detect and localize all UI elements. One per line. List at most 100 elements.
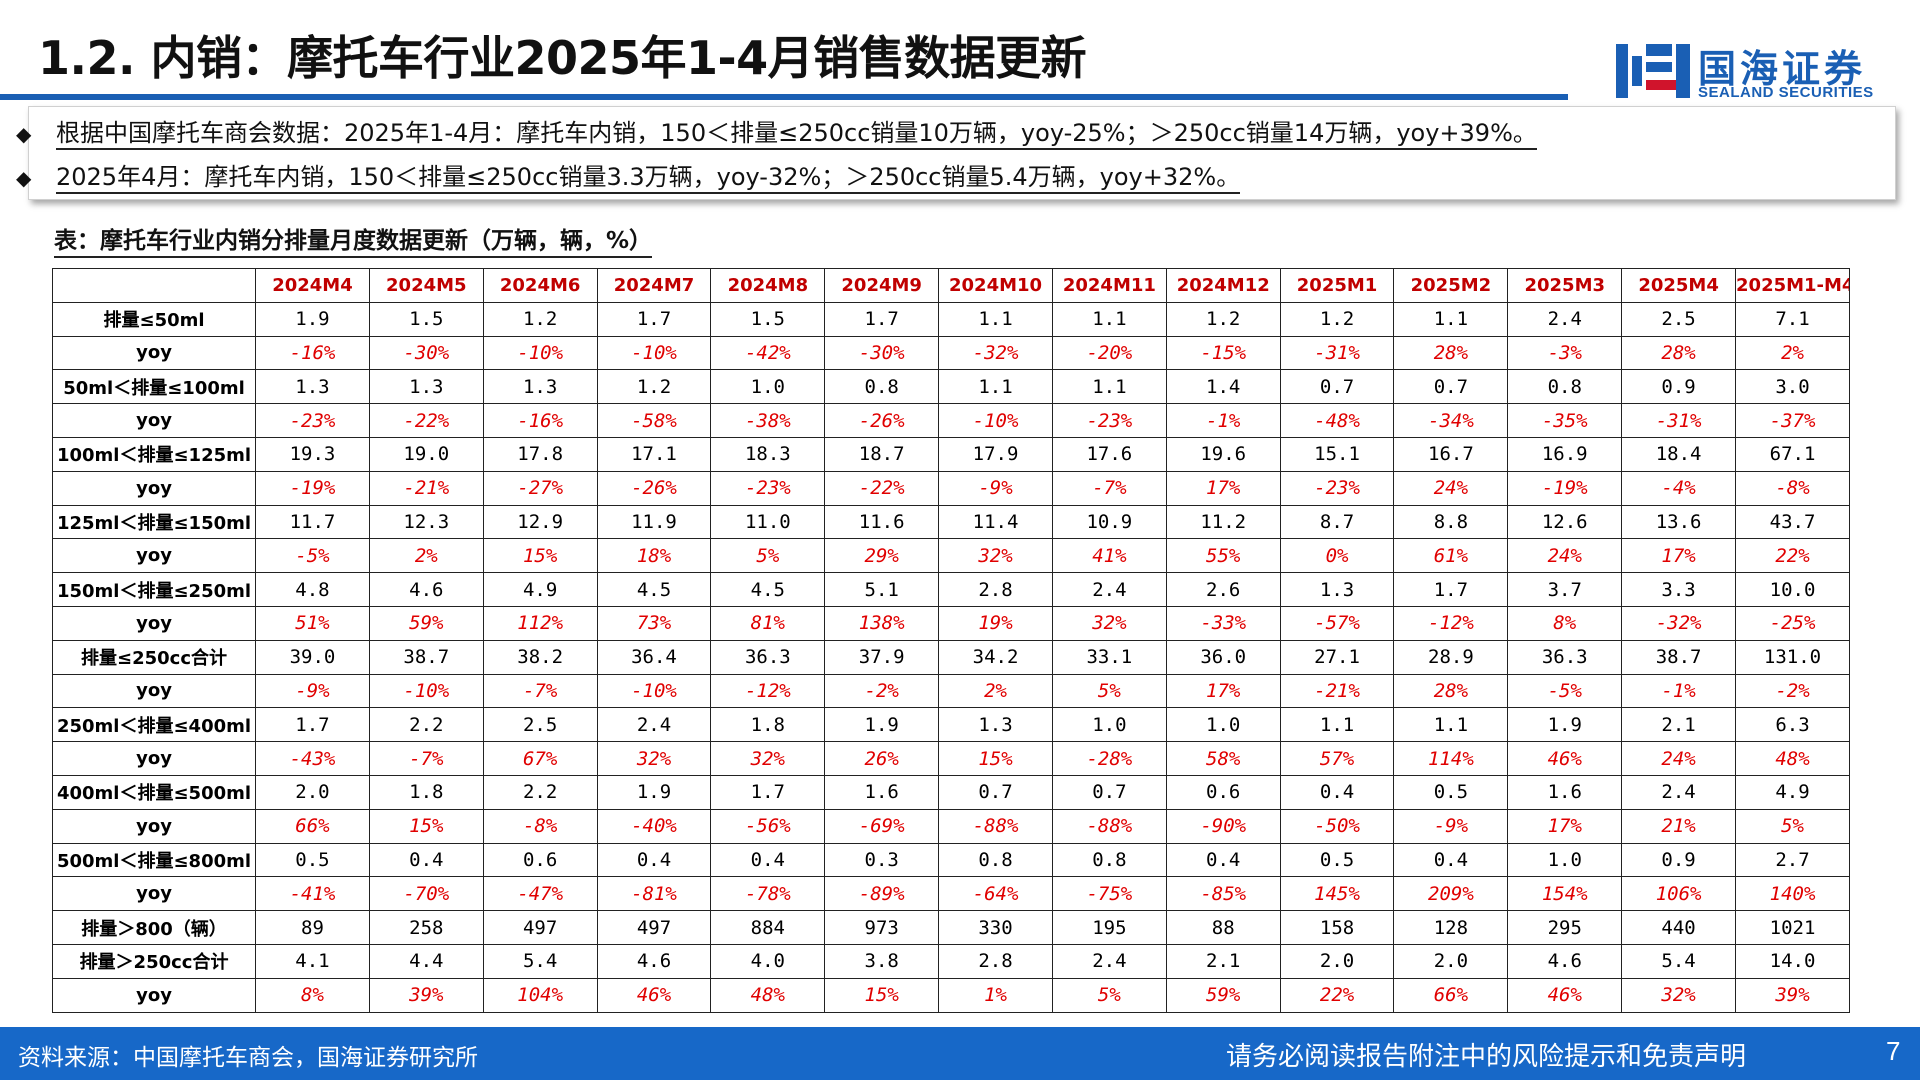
yoy-cell: 8%: [255, 977, 370, 1013]
value-cell: 17.9: [938, 436, 1053, 472]
yoy-cell: -31%: [1621, 403, 1737, 438]
yoy-cell: -9%: [255, 673, 370, 709]
yoy-cell: 5%: [1735, 808, 1850, 844]
value-cell: 2.0: [1393, 943, 1509, 979]
summary-box: [28, 106, 1896, 200]
value-cell: 258: [368, 910, 484, 945]
yoy-cell: 24%: [1507, 538, 1623, 574]
yoy-cell: 2%: [938, 673, 1053, 709]
yoy-row: yoy -43% -7% 67% 32% 32% 26% 15% -28% 58% 57% 114% 4…: [51, 741, 1850, 776]
value-cell: 17.8: [482, 436, 598, 472]
yoy-cell: 32%: [938, 538, 1053, 574]
value-cell: 497: [596, 910, 712, 945]
yoy-cell: 46%: [596, 977, 712, 1013]
yoy-cell: 2%: [368, 538, 484, 574]
yoy-cell: 18%: [596, 538, 712, 574]
column-header: 2025M4: [1621, 268, 1737, 303]
yoy-cell: -41%: [255, 876, 370, 912]
value-cell: 67.1: [1735, 436, 1850, 472]
yoy-cell: -22%: [824, 470, 940, 506]
row-label: 400ml＜排量≤500ml: [51, 774, 257, 810]
yoy-cell: 57%: [1279, 741, 1395, 776]
value-cell: 1.3: [482, 369, 598, 405]
table-row: 125ml＜排量≤150ml 11.7 12.3 12.9 11.9 11.0 11.6 11…: [51, 504, 1850, 540]
value-cell: 2.7: [1735, 842, 1850, 878]
column-header: 2025M1-M4: [1735, 268, 1850, 303]
value-cell: 3.0: [1735, 369, 1850, 405]
yoy-cell: 32%: [710, 741, 826, 776]
yoy-cell: 209%: [1393, 876, 1509, 912]
yoy-cell: 1%: [938, 977, 1053, 1013]
value-cell: 0.9: [1621, 369, 1737, 405]
value-cell: 295: [1507, 910, 1623, 945]
yoy-cell: -27%: [482, 470, 598, 506]
yoy-cell: 17%: [1621, 538, 1737, 574]
value-cell: 3.3: [1621, 572, 1737, 607]
value-cell: 0.6: [482, 842, 598, 878]
yoy-cell: 32%: [1051, 605, 1167, 641]
yoy-cell: -25%: [1735, 605, 1850, 641]
value-cell: 11.9: [596, 504, 712, 540]
yoy-cell: 41%: [1051, 538, 1167, 574]
value-cell: 10.0: [1735, 572, 1850, 607]
yoy-cell: 17%: [1507, 808, 1623, 844]
value-cell: 37.9: [824, 639, 940, 675]
value-cell: 17.1: [596, 436, 712, 472]
value-cell: 1.1: [938, 301, 1053, 337]
value-cell: 0.4: [596, 842, 712, 878]
value-cell: 2.2: [368, 707, 484, 743]
yoy-row: yoy -16% -30% -10% -10% -42% -30% -32% -20% -15% -…: [51, 335, 1850, 371]
value-cell: 43.7: [1735, 504, 1850, 540]
yoy-cell: -10%: [368, 673, 484, 709]
row-label: yoy: [51, 403, 257, 438]
yoy-cell: -10%: [938, 403, 1053, 438]
diamond-bullet-icon: ◆: [16, 122, 32, 146]
value-cell: 1.9: [1507, 707, 1623, 743]
table-row: 100ml＜排量≤125ml 19.3 19.0 17.8 17.1 18.3 18.7 17…: [51, 436, 1850, 472]
yoy-cell: -1%: [1621, 673, 1737, 709]
value-cell: 1.0: [1165, 707, 1281, 743]
value-cell: 12.9: [482, 504, 598, 540]
value-cell: 1.7: [596, 301, 712, 337]
value-cell: 36.3: [1507, 639, 1623, 675]
yoy-row: yoy 51% 59% 112% 73% 81% 138% 19% 32% -33% -57% -12…: [51, 605, 1850, 641]
value-cell: 1.5: [368, 301, 484, 337]
yoy-cell: -78%: [710, 876, 826, 912]
value-cell: 4.1: [255, 943, 370, 979]
value-cell: 1.7: [824, 301, 940, 337]
yoy-cell: -19%: [255, 470, 370, 506]
yoy-cell: 15%: [482, 538, 598, 574]
yoy-cell: -34%: [1393, 403, 1509, 438]
yoy-cell: -28%: [1051, 741, 1167, 776]
value-cell: 1.6: [824, 774, 940, 810]
yoy-row: yoy 8% 39% 104% 46% 48% 15% 1% 5% 59% 22% 66% 46% 32%…: [51, 977, 1850, 1013]
yoy-row: yoy -23% -22% -16% -58% -38% -26% -10% -23% -1% -4…: [51, 403, 1850, 438]
yoy-cell: 145%: [1279, 876, 1395, 912]
column-header: 2024M6: [482, 268, 598, 303]
value-cell: 1.0: [710, 369, 826, 405]
yoy-cell: -37%: [1735, 403, 1850, 438]
column-header: 2024M7: [596, 268, 712, 303]
yoy-cell: -2%: [1735, 673, 1850, 709]
value-cell: 1.3: [368, 369, 484, 405]
value-cell: 1.0: [1507, 842, 1623, 878]
yoy-cell: -7%: [1051, 470, 1167, 506]
yoy-cell: 48%: [710, 977, 826, 1013]
row-label: 排量＞250cc合计: [51, 943, 257, 979]
value-cell: 5.4: [1621, 943, 1737, 979]
yoy-cell: 55%: [1165, 538, 1281, 574]
value-cell: 1.2: [596, 369, 712, 405]
value-cell: 5.4: [482, 943, 598, 979]
value-cell: 1.8: [710, 707, 826, 743]
yoy-cell: 5%: [1051, 673, 1167, 709]
yoy-cell: -23%: [255, 403, 370, 438]
yoy-cell: -33%: [1165, 605, 1281, 641]
yoy-cell: 15%: [938, 741, 1053, 776]
value-cell: 2.4: [1621, 774, 1737, 810]
value-cell: 0.4: [1393, 842, 1509, 878]
yoy-cell: -22%: [368, 403, 484, 438]
value-cell: 1.3: [1279, 572, 1395, 607]
yoy-cell: -4%: [1621, 470, 1737, 506]
value-cell: 1.6: [1507, 774, 1623, 810]
value-cell: 0.8: [1507, 369, 1623, 405]
